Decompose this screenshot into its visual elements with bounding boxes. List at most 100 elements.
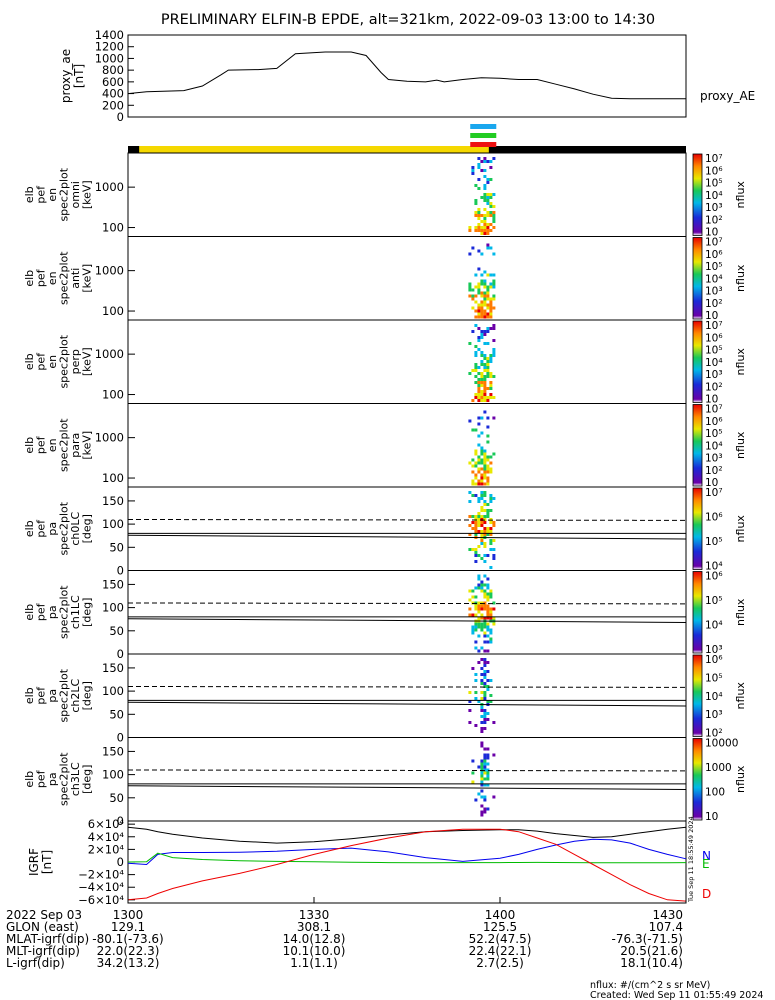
spectrogram-cell bbox=[486, 342, 490, 345]
spectrogram-frame bbox=[127, 236, 687, 321]
spectrogram-cell bbox=[468, 461, 472, 465]
spectrogram-cell bbox=[474, 595, 478, 599]
spectrogram-cell bbox=[486, 771, 490, 775]
spectrogram-cell bbox=[486, 366, 490, 369]
colorbar bbox=[692, 487, 703, 570]
spectrogram-cell bbox=[483, 616, 487, 620]
spectrogram-cell bbox=[468, 709, 472, 712]
spectrogram-cell bbox=[477, 583, 481, 587]
spectrogram-cell bbox=[471, 494, 475, 497]
spectrogram-ylabel-line: anti bbox=[69, 268, 82, 289]
spectrogram-cell bbox=[480, 497, 484, 500]
spectrogram-cell bbox=[468, 342, 472, 345]
colorbar-tick-label: 10⁴ bbox=[705, 691, 723, 703]
spectrogram-cell bbox=[471, 780, 475, 784]
spectrogram-cell bbox=[486, 199, 490, 202]
spectrogram-cell bbox=[480, 494, 484, 497]
spectrogram-cell bbox=[483, 500, 487, 503]
ephemeris-value: 20.5(21.6) bbox=[620, 944, 683, 958]
spectrogram-cell bbox=[474, 393, 478, 396]
spectrogram-cell bbox=[483, 715, 487, 718]
spectrogram-cell bbox=[474, 724, 478, 727]
spectrogram-cell bbox=[486, 700, 490, 703]
spectrogram-cell bbox=[492, 285, 496, 289]
spectrogram-cell bbox=[486, 610, 490, 614]
spectrogram-ytick-label: 0 bbox=[117, 564, 124, 578]
spectrogram-cell bbox=[486, 577, 490, 581]
spectrogram-cell bbox=[471, 625, 475, 629]
colorbar-tick-label: 10⁴ bbox=[705, 620, 723, 632]
colorbar-tick-label: 10⁶ bbox=[705, 654, 723, 666]
spectrogram-cell bbox=[474, 601, 478, 605]
footer-created: Created: Wed Sep 11 01:55:49 2024 bbox=[590, 990, 763, 1000]
spectrogram-cell bbox=[486, 214, 490, 217]
spectrogram-cell bbox=[480, 515, 484, 518]
spectrogram-cell bbox=[480, 715, 484, 718]
spectrogram-ylabel: elbpefpaspec2plotch0LC[deg] bbox=[23, 501, 94, 555]
spectrogram-cell bbox=[474, 428, 478, 432]
spectrogram-cell bbox=[480, 273, 484, 277]
spectrogram-cell bbox=[489, 178, 493, 181]
ephemeris-value: 308.1 bbox=[297, 920, 331, 934]
spectrogram-cell bbox=[489, 595, 493, 599]
spectrogram-cell bbox=[489, 461, 493, 465]
igrf-ylabel: IGRF[nT] bbox=[27, 848, 54, 876]
spectrogram-cell bbox=[483, 285, 487, 289]
spectrogram-ytick-label: 50 bbox=[109, 624, 124, 638]
spectrogram-ytick-label: 1000 bbox=[95, 264, 124, 278]
spectrogram-ylabel: elbpefpaspec2plotch3LC[deg] bbox=[23, 752, 94, 806]
spectrogram-ylabel-line: pef bbox=[35, 352, 48, 371]
spectrogram-cell bbox=[474, 551, 478, 554]
spectrogram-cell bbox=[477, 467, 481, 471]
spectrogram-cell bbox=[483, 592, 487, 596]
spectrogram-cell bbox=[489, 214, 493, 217]
spectrogram-cell bbox=[483, 482, 487, 486]
spectrogram-cell bbox=[483, 795, 487, 799]
ephemeris-value: 10.1(10.0) bbox=[283, 944, 346, 958]
spectrogram-cell bbox=[489, 297, 493, 301]
colorbar-label: nflux bbox=[734, 348, 747, 376]
spectrogram-cell bbox=[468, 613, 472, 617]
spectrogram-cell bbox=[471, 521, 475, 524]
spectrogram-ylabel-line: ch2LC bbox=[69, 679, 82, 713]
loss-cone-solid-line bbox=[127, 534, 687, 540]
spectrogram-cell bbox=[489, 202, 493, 205]
ephemeris-value: 1430 bbox=[652, 908, 683, 922]
spectrogram-ylabel-line: spec2plot bbox=[58, 752, 71, 806]
spectrogram-cell bbox=[483, 783, 487, 787]
spectrogram-ylabel-line: ch1LC bbox=[69, 595, 82, 629]
spectrogram-cell bbox=[486, 625, 490, 629]
spectrogram-cell bbox=[489, 396, 493, 399]
spectrogram-cell bbox=[486, 622, 490, 626]
spectrogram-cell bbox=[483, 455, 487, 459]
spectrogram-cell bbox=[489, 160, 493, 163]
spectrogram-cell bbox=[492, 622, 496, 626]
spectrogram-cell bbox=[483, 378, 487, 381]
spectrogram-cell bbox=[480, 780, 484, 784]
spectrogram-cell bbox=[492, 306, 496, 310]
loss-cone-dashed-line bbox=[127, 518, 687, 521]
spectrogram-cell bbox=[477, 524, 481, 527]
spectrogram-cell bbox=[471, 169, 475, 172]
spectrogram-cell bbox=[477, 282, 481, 286]
spectrogram-cell bbox=[483, 491, 487, 494]
spectrogram-cell bbox=[474, 476, 478, 480]
colorbar-tick-label: 10³ bbox=[705, 202, 723, 214]
spectrogram-cell bbox=[486, 178, 490, 181]
spectrogram-cell bbox=[480, 232, 484, 235]
spectrogram-cell bbox=[480, 196, 484, 199]
spectrogram-cell bbox=[486, 503, 490, 506]
spectrogram-cell bbox=[477, 178, 481, 181]
spectrogram-cell bbox=[489, 354, 493, 357]
spectrogram-cell bbox=[480, 315, 484, 319]
spectrogram-cell bbox=[486, 807, 490, 811]
colorbar bbox=[692, 153, 703, 236]
spectrogram-cell bbox=[471, 470, 475, 474]
spectrogram-cell bbox=[480, 542, 484, 545]
loss-cone-solid-line bbox=[127, 701, 687, 707]
spectrogram-panel: 0 50 100 150 elbpefpaspec2plotch0LC[deg] 10⁷ 1… bbox=[23, 486, 747, 578]
spectrogram-cell bbox=[483, 366, 487, 369]
spectrogram-ylabel-line: pef bbox=[35, 769, 48, 788]
spectrogram-cell bbox=[486, 416, 490, 420]
spectrogram-cell bbox=[492, 351, 496, 354]
